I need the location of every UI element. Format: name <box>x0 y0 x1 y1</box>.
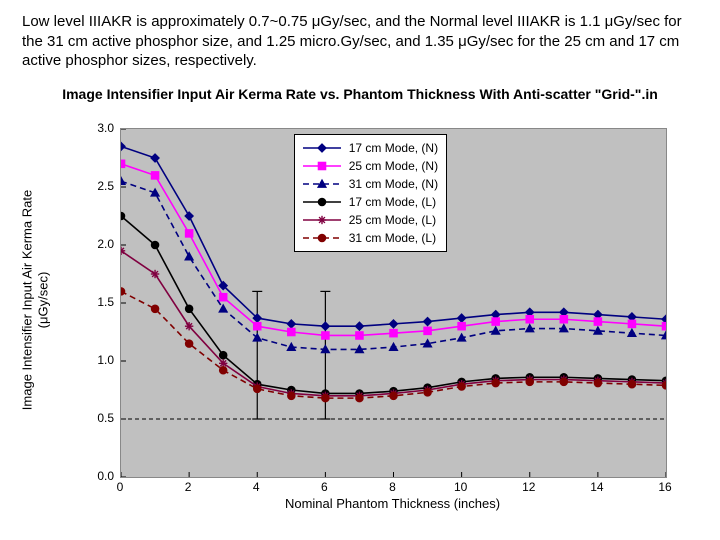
x-axis-label: Nominal Phantom Thickness (inches) <box>120 496 665 511</box>
legend-label: 17 cm Mode, (N) <box>349 141 438 155</box>
x-tick-label: 16 <box>658 480 671 494</box>
x-tick-label: 12 <box>522 480 535 494</box>
x-tick-label: 10 <box>454 480 467 494</box>
legend-item: 17 cm Mode, (L) <box>301 193 438 211</box>
legend: 17 cm Mode, (N) 25 cm Mode, (N) 31 cm Mode… <box>294 134 447 252</box>
y-tick-label: 0.5 <box>97 411 114 425</box>
y-tick-label: 1.0 <box>97 353 114 367</box>
x-tick-label: 6 <box>321 480 328 494</box>
y-tick-label: 2.0 <box>97 237 114 251</box>
x-tick-label: 0 <box>117 480 124 494</box>
y-axis-label: Image Intensifier Input Air Kerma Rate (… <box>19 150 50 450</box>
x-tick-label: 8 <box>389 480 396 494</box>
legend-label: 31 cm Mode, (N) <box>349 177 438 191</box>
x-tick-label: 4 <box>253 480 260 494</box>
y-tick-label: 1.5 <box>97 295 114 309</box>
legend-item: 31 cm Mode, (L) <box>301 229 438 247</box>
legend-item: 25 cm Mode, (N) <box>301 157 438 175</box>
y-tick-label: 2.5 <box>97 179 114 193</box>
legend-item: 25 cm Mode, (L) <box>301 211 438 229</box>
legend-item: 31 cm Mode, (N) <box>301 175 438 193</box>
legend-label: 17 cm Mode, (L) <box>349 195 436 209</box>
x-tick-label: 2 <box>185 480 192 494</box>
y-tick-label: 3.0 <box>97 121 114 135</box>
legend-label: 25 cm Mode, (N) <box>349 159 438 173</box>
chart-title: Image Intensifier Input Air Kerma Rate v… <box>0 86 720 104</box>
legend-label: 31 cm Mode, (L) <box>349 231 436 245</box>
x-tick-label: 14 <box>590 480 603 494</box>
legend-item: 17 cm Mode, (N) <box>301 139 438 157</box>
legend-label: 25 cm Mode, (L) <box>349 213 436 227</box>
y-tick-label: 0.0 <box>97 469 114 483</box>
description-text: Low level IIIAKR is approximately 0.7~0.… <box>22 12 702 71</box>
